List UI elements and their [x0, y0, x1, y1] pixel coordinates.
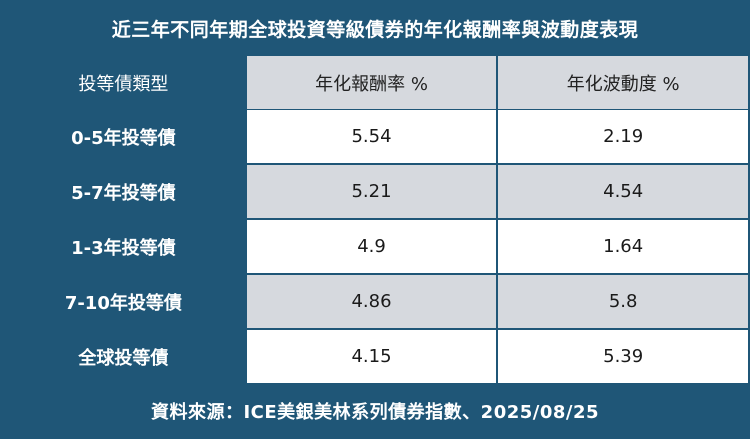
row-return: 4.9: [246, 220, 497, 273]
row-type: 0-5年投等債: [2, 110, 245, 163]
row-type: 5-7年投等債: [2, 165, 245, 218]
table-row: 0-5年投等債 5.54 2.19: [2, 110, 748, 163]
table-row: 5-7年投等債 5.21 4.54: [2, 165, 748, 218]
row-volatility: 2.19: [498, 110, 748, 163]
row-volatility: 5.8: [498, 275, 748, 328]
table-row: 全球投等債 4.15 5.39: [2, 330, 748, 383]
source-footer: 資料來源：ICE美銀美林系列債券指數、2025/08/25: [150, 402, 600, 423]
row-volatility: 1.64: [498, 220, 748, 273]
header-volatility: 年化波動度 %: [498, 56, 748, 109]
header-return: 年化報酬率 %: [246, 56, 497, 109]
table-row: 1-3年投等債 4.9 1.64: [2, 220, 748, 273]
header-row: 投等債類型 年化報酬率 % 年化波動度 %: [2, 56, 748, 109]
row-volatility: 5.39: [498, 330, 748, 383]
row-return: 4.15: [246, 330, 497, 383]
table-row: 7-10年投等債 4.86 5.8: [2, 275, 748, 328]
header-type: 投等債類型: [2, 56, 245, 109]
row-type: 全球投等債: [2, 330, 245, 383]
row-return: 4.86: [246, 275, 497, 328]
row-type: 7-10年投等債: [2, 275, 245, 328]
row-return: 5.21: [246, 165, 497, 218]
row-volatility: 4.54: [498, 165, 748, 218]
row-type: 1-3年投等債: [2, 220, 245, 273]
table-title: 近三年不同年期全球投資等級債券的年化報酬率與波動度表現: [111, 18, 639, 41]
row-return: 5.54: [246, 110, 497, 163]
